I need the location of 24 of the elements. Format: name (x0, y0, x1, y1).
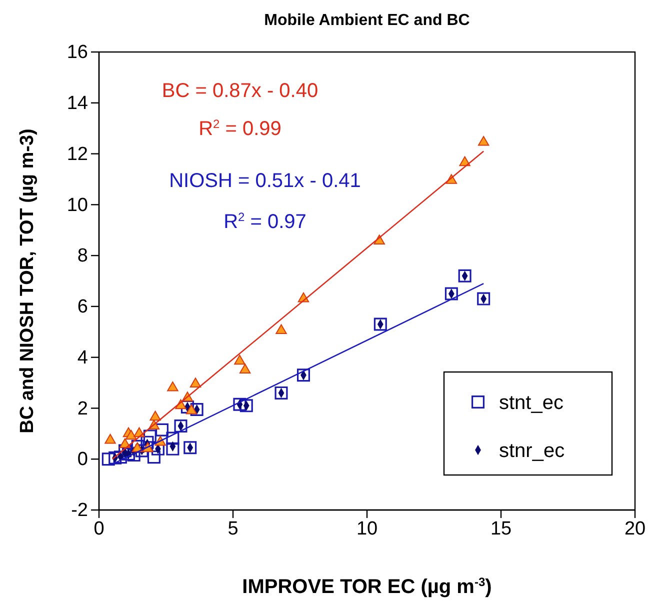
y-tick-label: 10 (66, 194, 88, 216)
y-tick-label: 12 (66, 144, 88, 165)
x-tick-label: 15 (490, 518, 512, 540)
y-tick-label: 8 (77, 246, 88, 267)
x-tick-label: 10 (356, 518, 378, 540)
y-tick-label: 0 (77, 449, 88, 470)
y-tick-label: 14 (66, 92, 88, 114)
x-tick-label: 0 (94, 518, 104, 540)
y-tick-label: 6 (77, 296, 88, 318)
chart-title: Mobile Ambient EC and BC (264, 12, 470, 29)
y-tick-label: 2 (77, 398, 88, 420)
annotation: NIOSH = 0.51x - 0.41 (169, 170, 361, 192)
y-tick-label: 4 (77, 347, 88, 368)
y-tick-label: -2 (71, 500, 88, 522)
x-tick-label: 5 (228, 518, 238, 540)
y-axis-title: BC and NIOSH TOR, TOT (µg m-3) (17, 128, 38, 434)
annotation: R$^{2}$ = 0.99 (198, 117, 282, 140)
legend-label: stnt_ec (499, 392, 564, 414)
annotation: BC = 0.87x - 0.40 (162, 80, 318, 102)
annotation: R$^{2}$ = 0.97 (224, 210, 306, 233)
legend-label: stnr_ec (499, 440, 565, 462)
y-tick-label: 16 (66, 42, 88, 64)
x-tick-label: 20 (624, 518, 646, 540)
x-axis-title: IMPROVE TOR EC (µg m$^{-3}$) (242, 575, 492, 598)
